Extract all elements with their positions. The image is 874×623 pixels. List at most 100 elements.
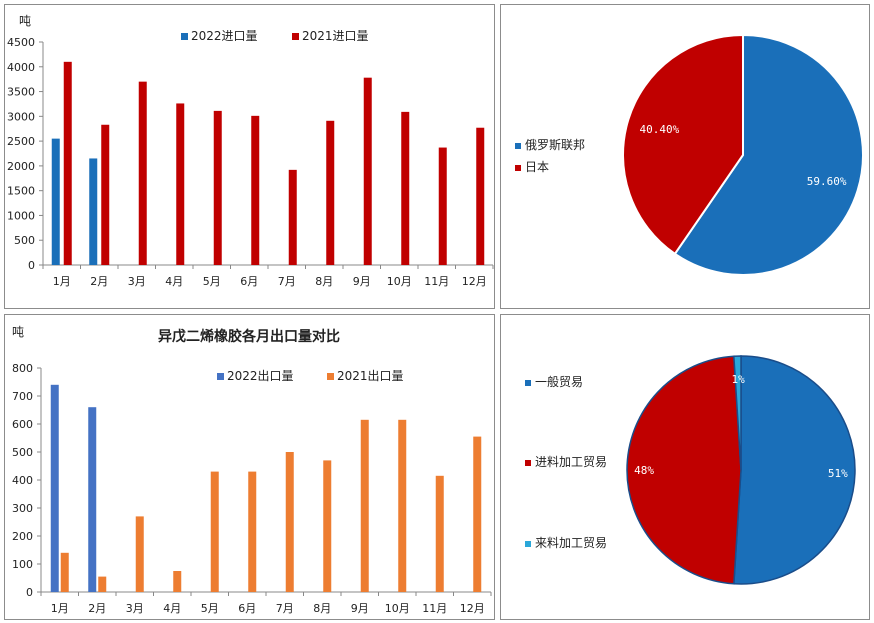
bar-2021: [135, 516, 144, 592]
x-tick-label: 1月: [53, 275, 71, 288]
legend-swatch: [515, 143, 521, 149]
bar-2021: [363, 77, 372, 266]
legend-swatch: [292, 33, 299, 40]
legend-swatch: [217, 373, 224, 380]
bar-2021: [473, 436, 482, 592]
x-tick-label: 7月: [278, 275, 296, 288]
bar-2021: [360, 419, 369, 592]
export-bar-chart: 0 100 200 300 400 500 600 700 800 1月 2月 3月 4月 5月 6月 7月 8…: [12, 325, 492, 615]
import-bar-chart: 0 500 1000 1500 2000 2500 3000 3500 4000 4500 1月 2月…: [7, 14, 494, 288]
legend-swatch: [525, 380, 531, 386]
bar-2021: [173, 571, 182, 592]
bar-2021: [435, 475, 444, 592]
bar-2021: [401, 111, 410, 265]
pie-value-label: 48%: [634, 464, 654, 477]
pie-slice: [626, 355, 742, 585]
bar-2022: [88, 407, 97, 592]
x-tick-label: 10月: [387, 275, 412, 288]
pie-value-label: 51%: [828, 467, 848, 480]
y-axis-unit-label: 吨: [12, 325, 24, 339]
y-tick-label: 400: [12, 474, 33, 487]
import-bar-chart-panel: 0 500 1000 1500 2000 2500 3000 3500 4000 4500 1月 2月…: [4, 4, 495, 309]
export-pie-chart-panel: 51% 48% 1% 一般贸易 进料加工贸易 来料加工贸易: [500, 314, 870, 620]
y-tick-label: 3500: [7, 86, 35, 99]
y-tick-label: 4000: [7, 61, 35, 74]
bar-2022: [89, 158, 98, 265]
y-tick-label: 500: [14, 234, 35, 247]
y-tick-label: 0: [28, 259, 35, 272]
legend-label: 2021进口量: [302, 29, 369, 43]
bar-2021: [213, 110, 222, 265]
x-tick-label: 8月: [315, 275, 333, 288]
y-tick-label: 700: [12, 390, 33, 403]
x-tick-label: 11月: [422, 602, 447, 615]
x-tick-label: 10月: [385, 602, 410, 615]
legend-swatch: [181, 33, 188, 40]
legend-label: 来料加工贸易: [535, 536, 607, 550]
bar-2021: [326, 120, 335, 265]
legend-label: 俄罗斯联邦: [525, 138, 585, 152]
y-tick-label: 0: [26, 586, 33, 599]
y-tick-label: 2000: [7, 160, 35, 173]
x-tick-label: 4月: [163, 602, 181, 615]
export-bar-chart-panel: 0 100 200 300 400 500 600 700 800 1月 2月 3月 4月 5月 6月 7月 8…: [4, 314, 495, 620]
pie-value-label: 40.40%: [639, 123, 679, 136]
pie-slice: [733, 355, 856, 585]
import-pie-chart-panel: 59.60% 40.40% 俄罗斯联邦日本: [500, 4, 870, 309]
x-tick-label: 6月: [238, 602, 256, 615]
y-tick-label: 300: [12, 502, 33, 515]
bar-2021: [60, 552, 69, 592]
y-tick-label: 500: [12, 446, 33, 459]
bar-2021: [63, 61, 72, 266]
x-tick-label: 4月: [165, 275, 183, 288]
y-tick-label: 600: [12, 418, 33, 431]
pie-slice: [673, 33, 864, 276]
y-axis-unit-label: 吨: [19, 14, 31, 28]
bar-2021: [248, 471, 257, 592]
x-tick-label: 7月: [276, 602, 294, 615]
y-tick-label: 2500: [7, 135, 35, 148]
bar-2021: [323, 460, 332, 592]
bar-2021: [138, 81, 147, 266]
x-tick-label: 5月: [203, 275, 221, 288]
legend-swatch: [327, 373, 334, 380]
legend-swatch: [515, 165, 521, 171]
pie-value-label: 1%: [732, 373, 746, 386]
x-tick-label: 2月: [90, 275, 108, 288]
x-tick-label: 3月: [128, 275, 146, 288]
pie-slice: [733, 355, 742, 471]
bar-2021: [176, 103, 185, 266]
bar-2021: [98, 576, 107, 592]
x-tick-label: 8月: [313, 602, 331, 615]
bar-2021: [251, 115, 260, 266]
bar-2021: [438, 147, 447, 265]
legend-label: 日本: [525, 160, 549, 174]
legend-swatch: [525, 460, 531, 466]
y-tick-label: 4500: [7, 36, 35, 49]
legend-label: 一般贸易: [535, 374, 583, 389]
y-tick-label: 1000: [7, 209, 35, 222]
pie-slice: [622, 33, 744, 256]
x-tick-label: 11月: [424, 275, 449, 288]
y-tick-label: 1500: [7, 185, 35, 198]
x-tick-label: 12月: [460, 602, 485, 615]
x-tick-label: 12月: [462, 275, 487, 288]
x-tick-label: 9月: [351, 602, 369, 615]
y-tick-label: 800: [12, 362, 33, 375]
bar-2022: [50, 384, 59, 592]
bar-2021: [288, 169, 297, 265]
bar-2021: [101, 124, 110, 265]
pie-value-label: 59.60%: [807, 175, 847, 188]
y-tick-label: 200: [12, 530, 33, 543]
bar-2021: [210, 471, 219, 592]
x-tick-label: 5月: [201, 602, 219, 615]
y-tick-label: 100: [12, 558, 33, 571]
x-tick-label: 9月: [353, 275, 371, 288]
legend-label: 2022出口量: [227, 369, 294, 383]
x-tick-label: 3月: [126, 602, 144, 615]
y-tick-label: 3000: [7, 110, 35, 123]
bar-2021: [285, 452, 294, 592]
legend-swatch: [525, 541, 531, 547]
